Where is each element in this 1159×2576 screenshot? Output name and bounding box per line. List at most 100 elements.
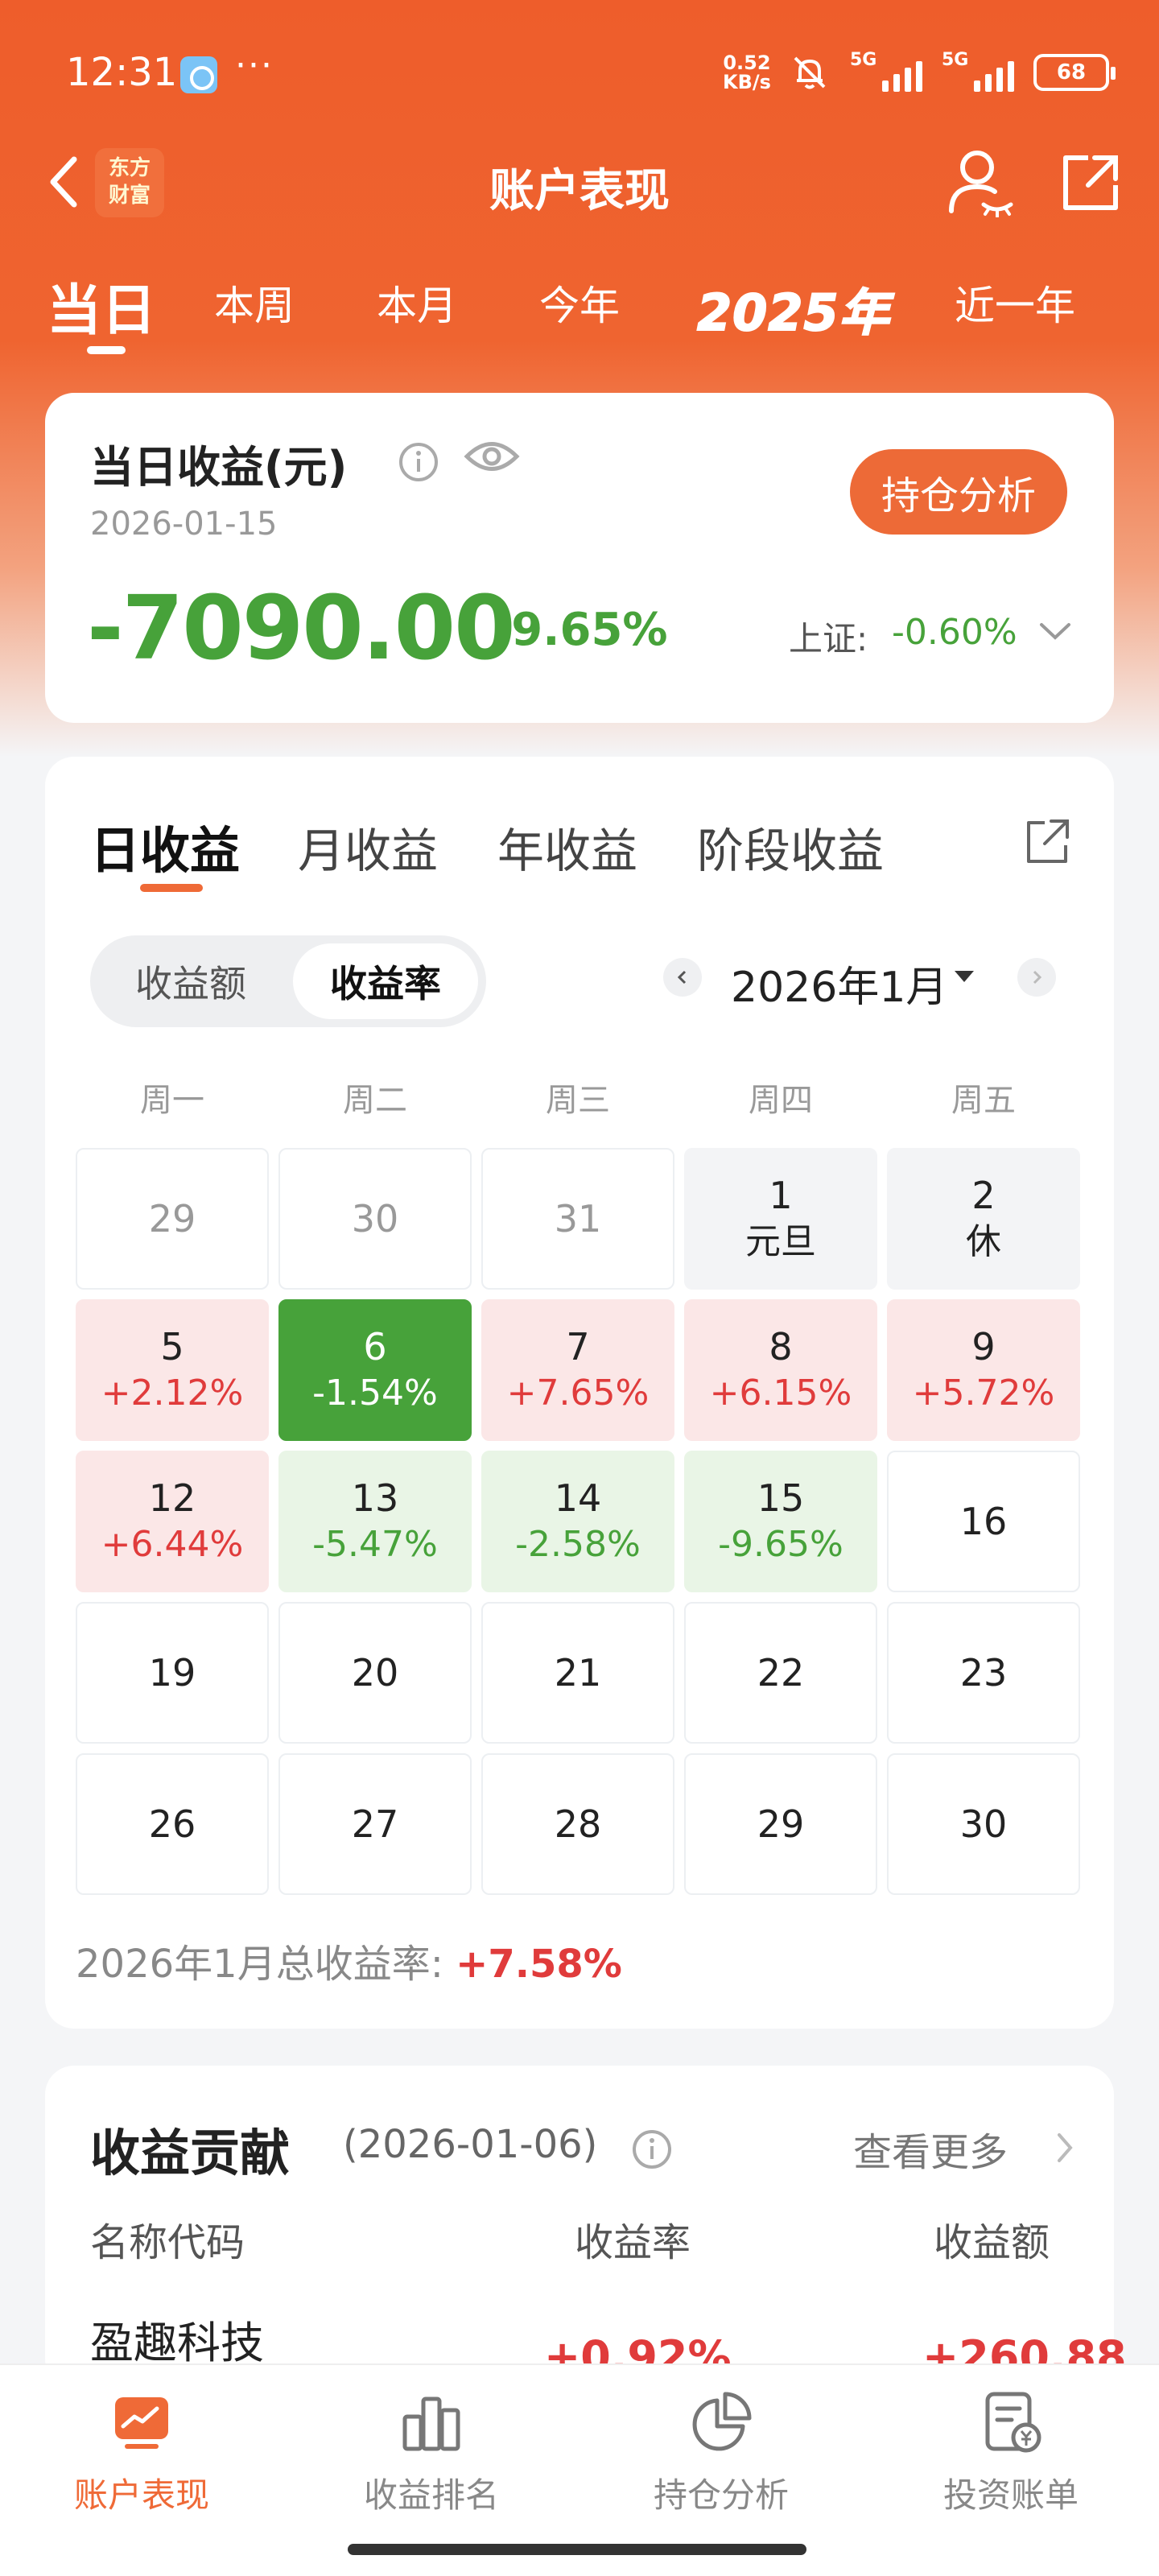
day-value: +7.65% <box>506 1373 650 1414</box>
calendar-day-cell[interactable]: 19 <box>76 1602 269 1744</box>
tab-2025[interactable]: 2025年 <box>696 283 890 343</box>
tab-week[interactable]: 本周 <box>214 283 295 329</box>
day-value: +5.72% <box>912 1373 1055 1414</box>
calendar-day-cell[interactable]: 21 <box>481 1602 674 1744</box>
calendar-day-cell[interactable]: 30 <box>887 1753 1080 1895</box>
chevron-left-icon <box>677 970 687 985</box>
info-icon[interactable] <box>398 441 439 483</box>
calendar-day-cell[interactable]: 28 <box>481 1753 674 1895</box>
pie-chart-icon <box>692 2392 752 2451</box>
calendar-day-cell[interactable]: 20 <box>278 1602 472 1744</box>
share-icon[interactable] <box>1059 151 1122 214</box>
active-tab-indicator <box>87 346 126 354</box>
day-number: 5 <box>160 1325 184 1368</box>
calendar-day-cell[interactable]: 14 -2.58% <box>481 1451 674 1592</box>
share-icon[interactable] <box>1021 815 1074 868</box>
calendar-day-cell[interactable]: 1 元旦 <box>684 1148 877 1290</box>
period-tabs: 当日 本周 本月 今年 2025年 近一年 <box>0 266 1159 362</box>
day-number: 27 <box>351 1802 399 1846</box>
home-indicator <box>348 2544 806 2555</box>
nav-label: 投资账单 <box>942 2475 1079 2515</box>
weekday-label: 周二 <box>343 1082 407 1119</box>
calendar-day-cell[interactable]: 30 <box>278 1148 472 1290</box>
profit-contribution-card: 收益贡献 (2026-01-06) 查看更多 名称代码 收益率 收益额 盈趣科技… <box>45 2066 1127 2388</box>
calendar-day-cell[interactable]: 6 -1.54% <box>278 1299 472 1441</box>
summary-title: 当日收益(元) <box>90 442 348 493</box>
back-arrow-icon[interactable] <box>42 151 90 213</box>
tab-last-year[interactable]: 近一年 <box>955 283 1075 329</box>
day-number: 28 <box>554 1802 602 1846</box>
day-number: 8 <box>769 1325 793 1368</box>
calendar-day-cell[interactable]: 27 <box>278 1753 472 1895</box>
tab-this-year[interactable]: 今年 <box>539 283 620 329</box>
day-value: -2.58% <box>515 1524 641 1565</box>
calendar-day-cell[interactable]: 9 +5.72% <box>887 1299 1080 1441</box>
mute-icon <box>794 56 826 89</box>
month-total-value: +7.58% <box>456 1942 622 1987</box>
profit-calendar-card: 日收益 月收益 年收益 阶段收益 收益额 收益率 2026年1月 周一 周二 周… <box>45 757 1114 2029</box>
network-speed: 0.52 KB/s <box>723 53 771 92</box>
tab-today[interactable]: 当日 <box>47 279 157 343</box>
month-total-label: 2026年1月总收益率: <box>76 1942 456 1987</box>
day-number: 16 <box>959 1500 1008 1543</box>
day-value: +6.44% <box>101 1524 244 1565</box>
chevron-down-icon[interactable] <box>1037 615 1074 647</box>
chart-screen-icon <box>115 2397 168 2449</box>
calendar-day-cell[interactable]: 8 +6.15% <box>684 1299 877 1441</box>
day-number: 21 <box>554 1651 602 1695</box>
nav-profit-ranking[interactable]: 收益排名 <box>311 2388 552 2517</box>
day-value: -9.65% <box>718 1524 843 1565</box>
calendar-day-cell[interactable]: 29 <box>684 1753 877 1895</box>
toggle-rate[interactable]: 收益率 <box>293 943 478 1019</box>
nav-label: 持仓分析 <box>653 2475 789 2515</box>
chevron-right-icon[interactable] <box>1053 2130 1077 2165</box>
calendar-tab-indicator <box>140 884 203 892</box>
calendar-day-cell[interactable]: 7 +7.65% <box>481 1299 674 1441</box>
status-bar: 12:31 ··· 0.52 KB/s 5G 5G 68 <box>0 0 1159 145</box>
tab-daily-profit[interactable]: 日收益 <box>90 821 241 880</box>
app-header: 东方 财富 账户表现 <box>0 145 1159 217</box>
day-number: 20 <box>351 1651 399 1695</box>
calendar-day-cell[interactable]: 5 +2.12% <box>76 1299 269 1441</box>
calendar-day-cell[interactable]: 12 +6.44% <box>76 1451 269 1592</box>
next-month-button[interactable] <box>1017 958 1056 997</box>
chevron-right-icon <box>1033 970 1042 985</box>
day-number: 12 <box>148 1476 196 1520</box>
calendar-day-cell[interactable]: 29 <box>76 1148 269 1290</box>
nav-account-performance[interactable]: 账户表现 <box>21 2388 262 2517</box>
tab-month[interactable]: 本月 <box>377 283 457 329</box>
caret-down-icon[interactable] <box>955 971 974 982</box>
stock-name[interactable]: 盈趣科技 <box>90 2318 264 2368</box>
info-icon[interactable] <box>631 2128 673 2170</box>
tab-monthly-profit[interactable]: 月收益 <box>298 824 439 878</box>
signal-5g-2-label: 5G <box>942 50 969 70</box>
month-selector[interactable]: 2026年1月 <box>731 964 948 1012</box>
nav-holding-analysis[interactable]: 持仓分析 <box>600 2388 842 2517</box>
calendar-day-cell[interactable]: 23 <box>887 1602 1080 1744</box>
status-time: 12:31 <box>66 50 178 95</box>
battery-icon: 68 <box>1033 54 1116 91</box>
day-number: 13 <box>351 1476 399 1520</box>
signal-5g-1-label: 5G <box>850 50 877 70</box>
day-number: 14 <box>554 1476 602 1520</box>
tab-period-profit[interactable]: 阶段收益 <box>697 824 885 878</box>
day-number: 15 <box>757 1476 805 1520</box>
calendar-day-cell[interactable]: 13 -5.47% <box>278 1451 472 1592</box>
eye-icon[interactable] <box>464 436 520 477</box>
calendar-day-cell[interactable]: 31 <box>481 1148 674 1290</box>
user-privacy-icon[interactable] <box>943 145 1016 217</box>
bar-chart-icon <box>402 2396 460 2451</box>
nav-investment-bill[interactable]: 投资账单 <box>890 2388 1132 2517</box>
calendar-day-cell[interactable]: 16 <box>887 1451 1080 1592</box>
calendar-day-cell[interactable]: 15 -9.65% <box>684 1451 877 1592</box>
calendar-day-cell[interactable]: 22 <box>684 1602 877 1744</box>
holding-analysis-button[interactable]: 持仓分析 <box>850 449 1067 535</box>
index-label: 上证: <box>789 619 868 658</box>
toggle-amount[interactable]: 收益额 <box>135 962 246 1005</box>
calendar-day-cell[interactable]: 26 <box>76 1753 269 1895</box>
tab-yearly-profit[interactable]: 年收益 <box>497 824 638 878</box>
metric-toggle: 收益额 收益率 <box>90 935 486 1027</box>
prev-month-button[interactable] <box>663 958 702 997</box>
view-more-link[interactable]: 查看更多 <box>853 2130 1008 2175</box>
